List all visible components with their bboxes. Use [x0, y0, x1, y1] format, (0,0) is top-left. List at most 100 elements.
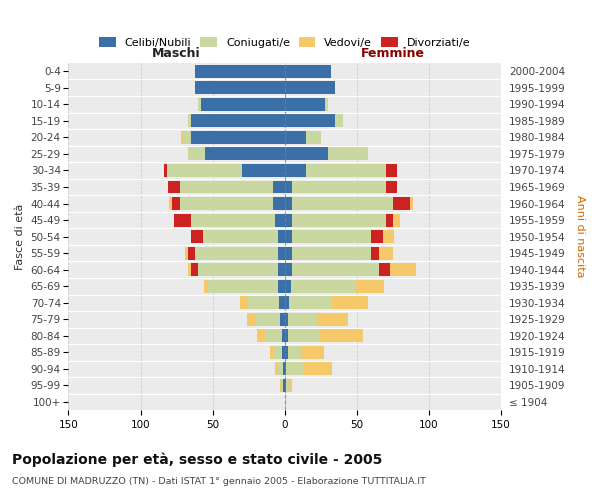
- Bar: [164, 164, 167, 177]
- Bar: [302, 346, 324, 359]
- Text: Femmine: Femmine: [361, 46, 425, 60]
- Bar: [335, 114, 343, 128]
- Bar: [332, 296, 368, 309]
- Bar: [285, 180, 292, 194]
- Bar: [325, 98, 328, 110]
- Bar: [247, 313, 254, 326]
- Bar: [196, 246, 278, 260]
- Bar: [198, 98, 201, 110]
- Bar: [285, 230, 292, 243]
- Bar: [282, 346, 285, 359]
- Bar: [174, 214, 191, 226]
- Bar: [285, 65, 331, 78]
- Bar: [280, 379, 282, 392]
- Bar: [287, 313, 317, 326]
- Y-axis label: Anni di nascita: Anni di nascita: [575, 196, 585, 278]
- Bar: [290, 280, 355, 292]
- Bar: [328, 148, 368, 160]
- Bar: [371, 246, 379, 260]
- Bar: [283, 362, 285, 376]
- Bar: [386, 180, 397, 194]
- Bar: [390, 263, 416, 276]
- Bar: [273, 180, 285, 194]
- Bar: [292, 180, 386, 194]
- Bar: [282, 379, 283, 392]
- Bar: [191, 131, 285, 144]
- Bar: [191, 214, 275, 226]
- Bar: [179, 197, 273, 210]
- Bar: [285, 131, 307, 144]
- Bar: [386, 214, 393, 226]
- Bar: [278, 246, 285, 260]
- Bar: [285, 280, 290, 292]
- Bar: [289, 296, 332, 309]
- Bar: [285, 330, 287, 342]
- Bar: [275, 214, 285, 226]
- Bar: [278, 362, 283, 376]
- Bar: [273, 197, 285, 210]
- Bar: [286, 379, 289, 392]
- Bar: [242, 164, 285, 177]
- Bar: [285, 148, 328, 160]
- Bar: [285, 114, 335, 128]
- Bar: [240, 296, 247, 309]
- Bar: [292, 197, 393, 210]
- Bar: [185, 246, 188, 260]
- Bar: [285, 346, 287, 359]
- Bar: [275, 362, 278, 376]
- Bar: [203, 230, 278, 243]
- Bar: [292, 214, 386, 226]
- Bar: [285, 379, 286, 392]
- Bar: [254, 313, 280, 326]
- Bar: [169, 197, 172, 210]
- Bar: [393, 197, 410, 210]
- Bar: [265, 330, 282, 342]
- Bar: [167, 164, 242, 177]
- Bar: [247, 296, 279, 309]
- Bar: [393, 214, 400, 226]
- Bar: [278, 230, 285, 243]
- Bar: [286, 362, 304, 376]
- Bar: [410, 197, 413, 210]
- Bar: [188, 263, 191, 276]
- Bar: [292, 263, 379, 276]
- Bar: [191, 263, 198, 276]
- Bar: [280, 313, 285, 326]
- Bar: [279, 296, 285, 309]
- Bar: [292, 230, 371, 243]
- Bar: [168, 180, 179, 194]
- Bar: [198, 263, 278, 276]
- Bar: [273, 346, 282, 359]
- Bar: [307, 131, 321, 144]
- Y-axis label: Fasce di età: Fasce di età: [15, 204, 25, 270]
- Bar: [172, 197, 179, 210]
- Bar: [379, 246, 393, 260]
- Bar: [371, 230, 383, 243]
- Legend: Celibi/Nubili, Coniugati/e, Vedovi/e, Divorziati/e: Celibi/Nubili, Coniugati/e, Vedovi/e, Di…: [96, 34, 473, 51]
- Bar: [278, 280, 285, 292]
- Bar: [285, 98, 325, 110]
- Bar: [287, 330, 319, 342]
- Bar: [285, 296, 289, 309]
- Bar: [191, 114, 285, 128]
- Bar: [191, 230, 203, 243]
- Bar: [179, 180, 273, 194]
- Bar: [204, 280, 208, 292]
- Bar: [282, 330, 285, 342]
- Bar: [285, 362, 286, 376]
- Text: COMUNE DI MADRUZZO (TN) - Dati ISTAT 1° gennaio 2005 - Elaborazione TUTTITALIA.I: COMUNE DI MADRUZZO (TN) - Dati ISTAT 1° …: [12, 478, 426, 486]
- Bar: [383, 230, 394, 243]
- Bar: [285, 263, 292, 276]
- Bar: [285, 197, 292, 210]
- Bar: [278, 263, 285, 276]
- Bar: [319, 330, 362, 342]
- Bar: [184, 131, 191, 144]
- Bar: [285, 313, 287, 326]
- Bar: [317, 313, 348, 326]
- Bar: [292, 246, 371, 260]
- Bar: [188, 114, 191, 128]
- Text: Popolazione per età, sesso e stato civile - 2005: Popolazione per età, sesso e stato civil…: [12, 452, 382, 467]
- Bar: [208, 280, 278, 292]
- Bar: [283, 379, 285, 392]
- Bar: [201, 98, 285, 110]
